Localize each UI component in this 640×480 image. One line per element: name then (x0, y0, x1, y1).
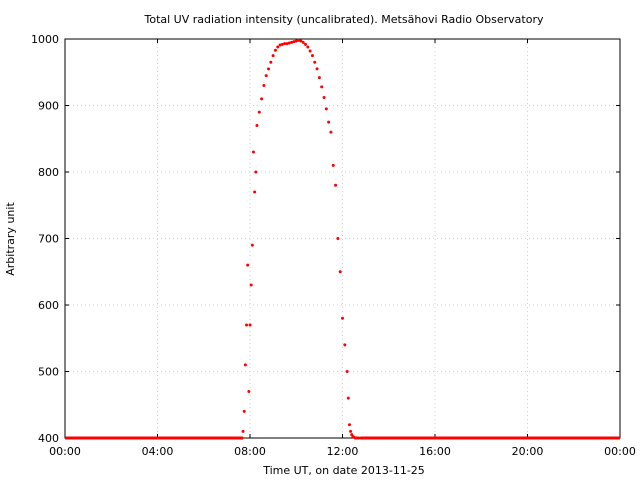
data-point (247, 389, 251, 393)
x-tick-label: 12:00 (327, 445, 359, 458)
data-point (267, 67, 270, 71)
data-point (283, 42, 287, 46)
y-tick-label: 400 (38, 432, 59, 445)
data-point (347, 423, 351, 427)
data-point (338, 270, 342, 274)
data-point (260, 97, 264, 101)
x-tick-label: 16:00 (419, 445, 451, 458)
data-point (322, 96, 326, 100)
data-point (294, 39, 298, 43)
axis-ticks: 00:00 04:00 08:00 12:00 16:00 20:00 00:0040050… (31, 33, 636, 458)
data-point (287, 41, 291, 45)
data-point (341, 316, 344, 320)
data-point (343, 343, 347, 347)
data-point (306, 45, 310, 49)
chart-title: Total UV radiation intensity (uncalibrat… (144, 13, 544, 26)
data-point (301, 40, 305, 44)
data-point (299, 39, 303, 43)
data-point (269, 60, 273, 64)
plot-frame (64, 38, 621, 439)
data-point (331, 163, 335, 167)
data-point (241, 429, 245, 433)
data-point (255, 123, 259, 127)
y-axis-label: Arbitrary unit (4, 202, 17, 276)
data-point (245, 323, 249, 327)
data-point (310, 54, 314, 58)
data-point (329, 130, 333, 134)
data-point (336, 237, 340, 240)
data-point (251, 150, 255, 154)
x-axis-label: Time UT, on date 2013-11-25 (262, 464, 425, 477)
y-tick-label: 700 (38, 233, 59, 246)
data-point (273, 48, 277, 52)
data-point (243, 363, 247, 367)
data-point (285, 42, 289, 46)
x-tick-label: 20:00 (512, 445, 544, 458)
data-point (248, 323, 252, 327)
data-point (290, 40, 294, 44)
x-tick-label: 04:00 (142, 445, 174, 458)
y-tick-label: 500 (38, 366, 59, 379)
data-point (254, 170, 258, 174)
data-point (280, 42, 284, 46)
data-point (249, 283, 253, 287)
data-point (313, 60, 317, 64)
data-point (271, 54, 275, 58)
data-point (359, 436, 363, 440)
data-point (317, 76, 321, 80)
data-point (308, 49, 312, 53)
data-point (327, 120, 331, 124)
data-point (334, 183, 338, 187)
data-point (357, 436, 361, 440)
data-points (241, 38, 363, 440)
data-point (320, 85, 324, 89)
y-tick-label: 900 (38, 100, 59, 113)
grid (65, 39, 620, 438)
data-point (242, 409, 246, 413)
data-point (345, 370, 349, 373)
data-point (257, 110, 261, 114)
x-tick-label: 08:00 (234, 445, 266, 458)
data-point (292, 40, 296, 44)
data-point (264, 74, 268, 78)
y-tick-label: 600 (38, 299, 59, 312)
data-point (246, 263, 250, 267)
y-tick-label: 800 (38, 166, 59, 179)
data-point (346, 396, 350, 400)
data-point (276, 45, 280, 49)
data-point (278, 43, 282, 47)
x-tick-label: 00:00 (604, 445, 636, 458)
data-point (349, 429, 353, 433)
data-point (324, 107, 328, 111)
x-tick-label: 00:00 (49, 445, 81, 458)
data-point (253, 190, 257, 194)
data-point (304, 42, 307, 46)
data-point (262, 84, 266, 88)
y-tick-label: 1000 (31, 33, 59, 46)
data-point (315, 67, 319, 71)
data-point (297, 38, 301, 42)
data-point (250, 243, 254, 247)
